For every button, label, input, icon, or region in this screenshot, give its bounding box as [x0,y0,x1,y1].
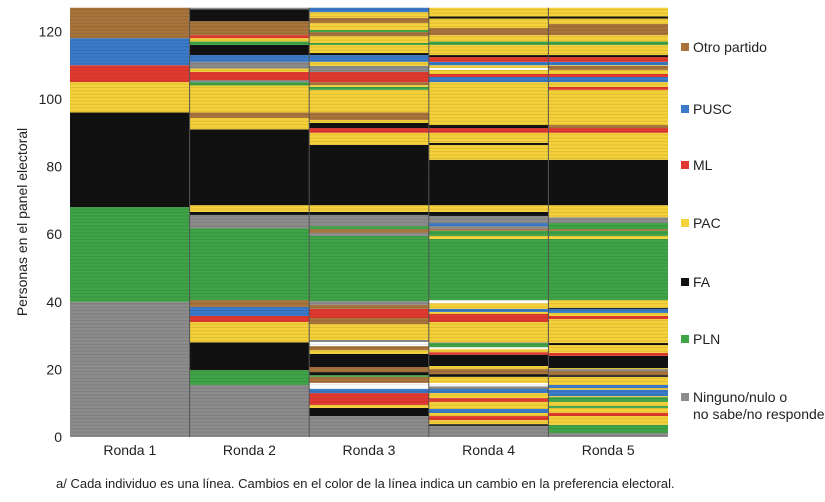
legend-swatch [681,43,689,51]
y-tick-label: 20 [46,361,62,377]
legend-swatch [681,278,689,286]
panel-chart: 0 20 40 60 80 100 120 Ronda 1 Ronda 2 Ronda 3 Rond… [14,7,825,458]
x-tick-label: Ronda 3 [343,442,396,458]
y-tick-label: 0 [54,429,62,445]
y-tick-label: 100 [39,91,63,107]
legend-item-ml: ML [681,157,713,173]
legend-swatch [681,105,689,113]
legend-label: PUSC [693,101,732,117]
legend-item-fa: FA [681,274,711,290]
line-texture [70,7,668,438]
legend-label-line2: no sabe/no responde [693,406,825,422]
legend-swatch [681,335,689,343]
y-tick-label: 60 [46,226,62,242]
x-tick-label: Ronda 2 [223,442,276,458]
legend-item-otro: Otro partido [681,39,767,55]
footnote: a/ Cada individuo es una línea. Cambios … [56,476,675,491]
legend-item-pln: PLN [681,331,720,347]
legend-swatch [681,161,689,169]
legend-item-pusc: PUSC [681,101,732,117]
legend-swatch [681,393,689,401]
legend-swatch [681,219,689,227]
y-axis-label: Personas en el panel electoral [14,128,30,316]
y-tick-label: 40 [46,294,62,310]
y-tick-label: 80 [46,159,62,175]
legend-item-ninguno: Ninguno/nulo ono sabe/no responde [681,389,825,422]
x-tick-label: Ronda 4 [462,442,515,458]
x-tick-label: Ronda 1 [103,442,156,458]
legend-label: Ninguno/nulo o [693,389,787,405]
y-tick-label: 120 [39,23,63,39]
legend-label: Otro partido [693,39,767,55]
legend-label: PAC [693,215,721,231]
legend-label: FA [693,274,711,290]
legend-item-pac: PAC [681,215,721,231]
legend-label: PLN [693,331,720,347]
legend-label: ML [693,157,713,173]
x-tick-label: Ronda 5 [582,442,635,458]
